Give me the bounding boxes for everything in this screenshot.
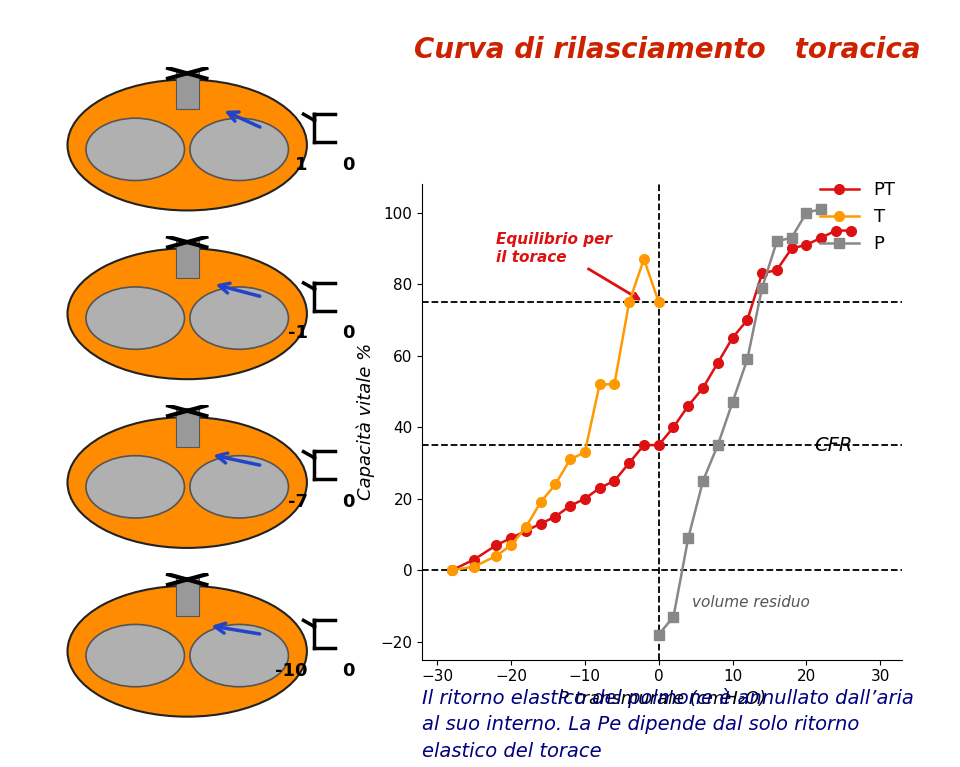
PT [535,519,546,528]
T [564,455,576,464]
Y-axis label: Capacità vitale %: Capacità vitale % [356,343,375,501]
T [505,541,516,550]
PT [830,226,842,235]
Text: al suo interno. La Pe dipende dal solo ritorno: al suo interno. La Pe dipende dal solo r… [422,716,859,734]
Ellipse shape [190,624,288,686]
Ellipse shape [67,249,307,379]
Ellipse shape [175,113,200,123]
PT [727,333,738,342]
Text: 0: 0 [342,156,354,173]
T [549,480,561,489]
PT [623,459,635,468]
P [653,630,664,639]
Ellipse shape [175,619,200,630]
Text: CFR: CFR [814,436,852,455]
PT [756,269,768,278]
Ellipse shape [86,287,184,349]
PT [683,401,694,410]
Text: Curva di rilasciamento   toracica: Curva di rilasciamento toracica [414,36,921,64]
FancyBboxPatch shape [176,577,199,616]
Text: elastico del torace: elastico del torace [422,742,602,761]
PT [771,265,782,275]
Ellipse shape [86,456,184,518]
P [786,233,798,242]
Text: 0: 0 [342,324,354,342]
X-axis label: P transmurale (cmH₂O): P transmurale (cmH₂O) [559,690,766,708]
T [520,523,532,532]
Ellipse shape [190,456,288,518]
Ellipse shape [175,450,200,461]
PT [845,226,856,235]
PT [638,440,650,449]
PT [505,534,516,543]
T [594,380,606,389]
Text: -10: -10 [276,662,307,680]
P [683,534,694,543]
PT [491,541,502,550]
PT [579,494,590,503]
T [623,298,635,307]
PT [741,315,753,324]
T [468,562,480,571]
T [638,255,650,264]
P [741,354,753,364]
FancyBboxPatch shape [176,408,199,447]
T [579,448,590,457]
T [609,380,620,389]
Text: Equilibrio per
il torace: Equilibrio per il torace [496,232,639,299]
PT [653,440,664,449]
Text: 0: 0 [342,493,354,511]
P [697,476,708,486]
Text: Il ritorno elastico del polmone è annullato dall’aria: Il ritorno elastico del polmone è annull… [422,688,914,708]
P [727,397,738,407]
Ellipse shape [190,118,288,180]
Ellipse shape [175,281,200,292]
Text: -7: -7 [288,493,307,511]
Line: P: P [654,204,826,640]
PT [468,555,480,564]
PT [801,240,812,249]
Ellipse shape [67,417,307,548]
Line: T: T [447,255,663,575]
Text: 0: 0 [342,662,354,680]
PT [609,476,620,486]
Legend: PT, T, P: PT, T, P [812,174,903,261]
Ellipse shape [67,586,307,716]
PT [564,502,576,511]
PT [446,565,458,574]
P [668,612,680,621]
T [535,498,546,507]
FancyBboxPatch shape [176,71,199,110]
Ellipse shape [86,624,184,686]
P [801,208,812,217]
P [771,237,782,246]
Ellipse shape [190,287,288,349]
PT [668,423,680,432]
T [446,565,458,574]
T [491,551,502,561]
Ellipse shape [86,118,184,180]
PT [594,483,606,492]
Text: volume residuo: volume residuo [692,595,810,610]
PT [549,512,561,522]
T [653,298,664,307]
Text: 1: 1 [295,156,307,173]
PT [815,233,827,242]
Ellipse shape [67,80,307,210]
PT [697,384,708,393]
P [712,440,724,449]
Line: PT: PT [447,225,855,575]
FancyBboxPatch shape [176,239,199,278]
PT [786,244,798,253]
PT [712,358,724,367]
P [756,283,768,292]
Text: -1: -1 [288,324,307,342]
PT [520,526,532,535]
P [815,205,827,214]
